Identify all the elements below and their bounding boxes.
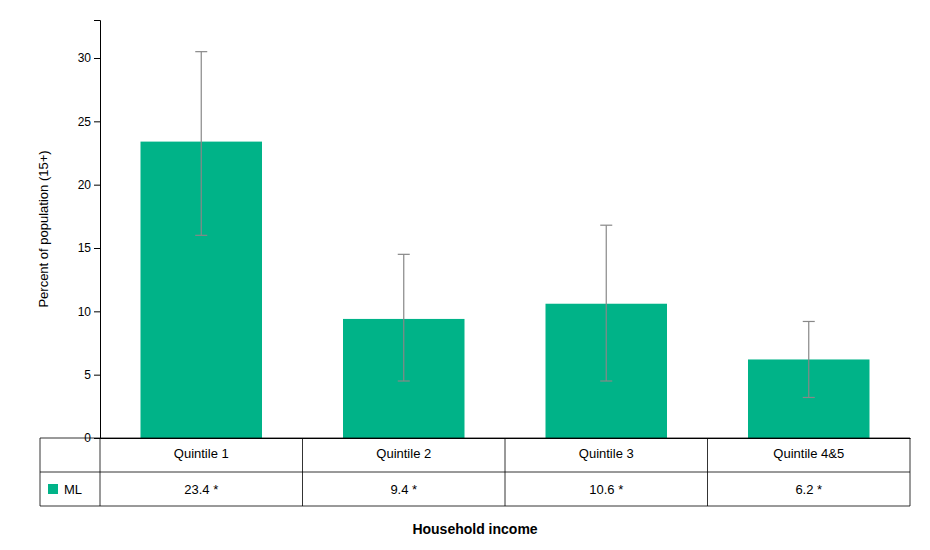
- error-bars: [195, 52, 815, 398]
- error-bar: [195, 52, 207, 236]
- error-bar: [600, 225, 612, 381]
- legend-label: ML: [64, 482, 82, 497]
- error-bar: [803, 321, 815, 397]
- tick-label: Quintile 3: [579, 446, 634, 461]
- tick: 20: [78, 178, 100, 192]
- tick-mark: [94, 185, 100, 186]
- table-line: [100, 438, 101, 506]
- table: ML 23.4 * 9.4 * 10.6 * 6.2 *: [40, 438, 910, 506]
- tick-label: 20: [78, 178, 92, 192]
- tick-mark: [94, 58, 100, 59]
- tick: 30: [78, 51, 100, 65]
- tick-label: 10: [78, 305, 92, 319]
- error-cap: [803, 397, 815, 398]
- error-cap: [398, 254, 410, 255]
- tick: Quintile 1: [174, 446, 229, 461]
- error-line: [201, 52, 202, 236]
- tick: Quintile 3: [579, 446, 634, 461]
- table-line: [707, 438, 708, 506]
- table-line: [40, 472, 910, 473]
- error-bar: [398, 254, 410, 381]
- table-line: [505, 438, 506, 506]
- error-line: [403, 254, 404, 381]
- table-line: [302, 438, 303, 506]
- x-axis: Quintile 1 Quintile 2 Quintile 3 Quintile 4…: [101, 439, 911, 462]
- y-axis-title: Percent of population (15+): [36, 150, 51, 307]
- tick: 15: [78, 241, 100, 255]
- tick-label: Quintile 1: [174, 446, 229, 461]
- tick-mark: [94, 311, 100, 312]
- table-line: [40, 438, 41, 506]
- data-label: 23.4 *: [184, 482, 218, 497]
- table-line: [40, 438, 910, 439]
- tick-mark: [94, 121, 100, 122]
- data-label: 6.2 *: [795, 482, 822, 497]
- error-cap: [600, 380, 612, 381]
- chart: 051015202530Quintile 1Quintile 2Quintile…: [0, 0, 930, 550]
- error-line: [606, 225, 607, 381]
- bars: [141, 142, 870, 438]
- tick: 25: [78, 115, 100, 129]
- tick-mark: [94, 248, 100, 249]
- tick-label: Quintile 2: [376, 446, 431, 461]
- tick-label: 25: [78, 115, 92, 129]
- tick: Quintile 2: [376, 446, 431, 461]
- data-label: 9.4 *: [390, 482, 417, 497]
- error-cap: [600, 225, 612, 226]
- tick: 5: [84, 368, 100, 382]
- table-line: [910, 438, 911, 506]
- tick-mark: [94, 375, 100, 376]
- y-axis: 051015202530: [78, 21, 101, 446]
- error-cap: [803, 321, 815, 322]
- tick-label: 15: [78, 241, 92, 255]
- tick-label: 30: [78, 51, 92, 65]
- legend-swatch: [48, 484, 58, 494]
- error-cap: [195, 235, 207, 236]
- table-line: [40, 506, 910, 507]
- tick: Quintile 4&5: [773, 446, 844, 461]
- error-cap: [195, 51, 207, 52]
- error-line: [808, 321, 809, 397]
- axis-line: [94, 21, 101, 439]
- tick: 10: [78, 305, 100, 319]
- plot-area: [141, 52, 870, 438]
- data-label: 10.6 *: [589, 482, 623, 497]
- error-cap: [398, 380, 410, 381]
- x-axis-title: Household income: [412, 521, 537, 537]
- tick-label: Quintile 4&5: [773, 446, 844, 461]
- tick-label: 5: [84, 368, 91, 382]
